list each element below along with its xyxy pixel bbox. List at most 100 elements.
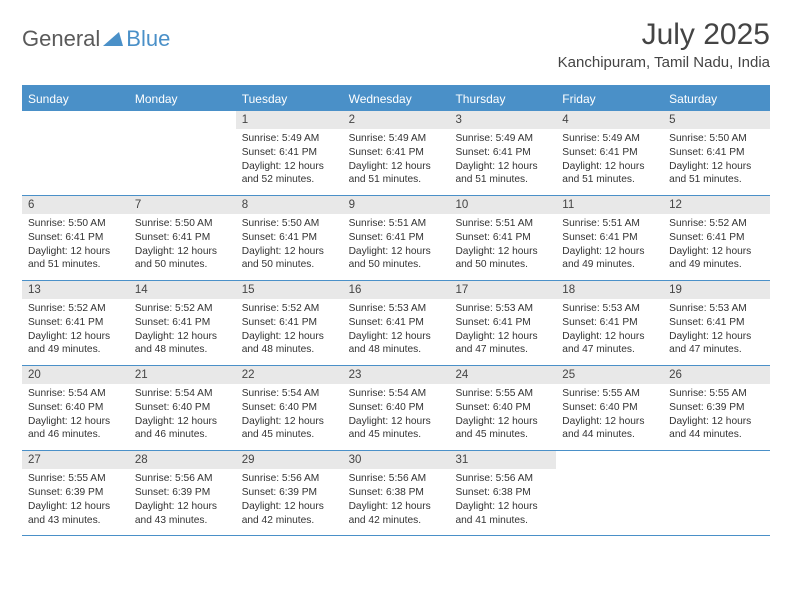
day-details <box>663 469 770 480</box>
day-header: Monday <box>129 87 236 111</box>
day-header: Wednesday <box>343 87 450 111</box>
day-details: Sunrise: 5:51 AMSunset: 6:41 PMDaylight:… <box>556 214 663 280</box>
day-details: Sunrise: 5:50 AMSunset: 6:41 PMDaylight:… <box>129 214 236 280</box>
day-number: 2 <box>343 111 450 129</box>
day-cell <box>556 451 663 535</box>
day-number: 7 <box>129 196 236 214</box>
day-number: 28 <box>129 451 236 469</box>
day-details: Sunrise: 5:55 AMSunset: 6:39 PMDaylight:… <box>22 469 129 535</box>
daylight-line: Daylight: 12 hours and 48 minutes. <box>349 330 444 358</box>
day-cell: 27Sunrise: 5:55 AMSunset: 6:39 PMDayligh… <box>22 451 129 535</box>
day-cell: 31Sunrise: 5:56 AMSunset: 6:38 PMDayligh… <box>449 451 556 535</box>
daylight-line: Daylight: 12 hours and 50 minutes. <box>455 245 550 273</box>
daylight-line: Daylight: 12 hours and 51 minutes. <box>349 160 444 188</box>
day-details: Sunrise: 5:56 AMSunset: 6:39 PMDaylight:… <box>129 469 236 535</box>
day-details: Sunrise: 5:56 AMSunset: 6:38 PMDaylight:… <box>343 469 450 535</box>
sunrise-line: Sunrise: 5:54 AM <box>242 387 337 401</box>
day-number: 23 <box>343 366 450 384</box>
daylight-line: Daylight: 12 hours and 50 minutes. <box>242 245 337 273</box>
day-details: Sunrise: 5:50 AMSunset: 6:41 PMDaylight:… <box>236 214 343 280</box>
day-number: 21 <box>129 366 236 384</box>
day-cell: 30Sunrise: 5:56 AMSunset: 6:38 PMDayligh… <box>343 451 450 535</box>
day-details: Sunrise: 5:53 AMSunset: 6:41 PMDaylight:… <box>343 299 450 365</box>
day-cell <box>129 111 236 195</box>
day-cell: 13Sunrise: 5:52 AMSunset: 6:41 PMDayligh… <box>22 281 129 365</box>
day-details: Sunrise: 5:52 AMSunset: 6:41 PMDaylight:… <box>22 299 129 365</box>
day-cell: 16Sunrise: 5:53 AMSunset: 6:41 PMDayligh… <box>343 281 450 365</box>
sunset-line: Sunset: 6:41 PM <box>455 231 550 245</box>
sunset-line: Sunset: 6:41 PM <box>562 231 657 245</box>
sunset-line: Sunset: 6:41 PM <box>562 146 657 160</box>
day-number: 14 <box>129 281 236 299</box>
day-cell: 19Sunrise: 5:53 AMSunset: 6:41 PMDayligh… <box>663 281 770 365</box>
daylight-line: Daylight: 12 hours and 46 minutes. <box>135 415 230 443</box>
sunrise-line: Sunrise: 5:50 AM <box>242 217 337 231</box>
day-cell: 17Sunrise: 5:53 AMSunset: 6:41 PMDayligh… <box>449 281 556 365</box>
day-cell: 3Sunrise: 5:49 AMSunset: 6:41 PMDaylight… <box>449 111 556 195</box>
sunset-line: Sunset: 6:40 PM <box>455 401 550 415</box>
sunrise-line: Sunrise: 5:49 AM <box>562 132 657 146</box>
sunset-line: Sunset: 6:41 PM <box>349 316 444 330</box>
day-cell: 25Sunrise: 5:55 AMSunset: 6:40 PMDayligh… <box>556 366 663 450</box>
day-number: 19 <box>663 281 770 299</box>
day-number: 12 <box>663 196 770 214</box>
day-details: Sunrise: 5:55 AMSunset: 6:40 PMDaylight:… <box>556 384 663 450</box>
sunrise-line: Sunrise: 5:53 AM <box>455 302 550 316</box>
day-details: Sunrise: 5:52 AMSunset: 6:41 PMDaylight:… <box>663 214 770 280</box>
sunset-line: Sunset: 6:41 PM <box>349 231 444 245</box>
sunset-line: Sunset: 6:40 PM <box>28 401 123 415</box>
day-cell: 9Sunrise: 5:51 AMSunset: 6:41 PMDaylight… <box>343 196 450 280</box>
day-cell: 22 Sunrise: 5:54 AMSunset: 6:40 PMDayligh… <box>236 366 343 450</box>
day-number: 25 <box>556 366 663 384</box>
day-cell: 29Sunrise: 5:56 AMSunset: 6:39 PMDayligh… <box>236 451 343 535</box>
location-text: Kanchipuram, Tamil Nadu, India <box>558 54 770 71</box>
page-header: General Blue July 2025 Kanchipuram, Tami… <box>22 18 770 71</box>
day-details: Sunrise: 5:54 AMSunset: 6:40 PMDaylight:… <box>343 384 450 450</box>
sunrise-line: Sunrise: 5:56 AM <box>349 472 444 486</box>
day-cell: 10Sunrise: 5:51 AMSunset: 6:41 PMDayligh… <box>449 196 556 280</box>
day-details: Sunrise: 5:56 AMSunset: 6:38 PMDaylight:… <box>449 469 556 535</box>
logo: General Blue <box>22 26 170 52</box>
weeks-container: 1Sunrise: 5:49 AMSunset: 6:41 PMDaylight… <box>22 111 770 536</box>
day-cell <box>22 111 129 195</box>
day-cell: 15Sunrise: 5:52 AMSunset: 6:41 PMDayligh… <box>236 281 343 365</box>
day-details: Sunrise: 5:53 AMSunset: 6:41 PMDaylight:… <box>663 299 770 365</box>
day-cell: 23Sunrise: 5:54 AMSunset: 6:40 PMDayligh… <box>343 366 450 450</box>
daylight-line: Daylight: 12 hours and 45 minutes. <box>242 415 337 443</box>
day-cell: 2Sunrise: 5:49 AMSunset: 6:41 PMDaylight… <box>343 111 450 195</box>
day-cell: 5Sunrise: 5:50 AMSunset: 6:41 PMDaylight… <box>663 111 770 195</box>
sunset-line: Sunset: 6:41 PM <box>669 146 764 160</box>
sunset-line: Sunset: 6:41 PM <box>242 231 337 245</box>
sunset-line: Sunset: 6:41 PM <box>349 146 444 160</box>
day-details: Sunrise: 5:50 AMSunset: 6:41 PMDaylight:… <box>663 129 770 195</box>
sunrise-line: Sunrise: 5:52 AM <box>28 302 123 316</box>
day-number: 3 <box>449 111 556 129</box>
day-number: 20 <box>22 366 129 384</box>
day-details: Sunrise: 5:49 AMSunset: 6:41 PMDaylight:… <box>343 129 450 195</box>
daylight-line: Daylight: 12 hours and 49 minutes. <box>28 330 123 358</box>
daylight-line: Daylight: 12 hours and 44 minutes. <box>669 415 764 443</box>
sunrise-line: Sunrise: 5:50 AM <box>669 132 764 146</box>
day-details: Sunrise: 5:56 AMSunset: 6:39 PMDaylight:… <box>236 469 343 535</box>
title-block: July 2025 Kanchipuram, Tamil Nadu, India <box>558 18 770 71</box>
sunrise-line: Sunrise: 5:55 AM <box>562 387 657 401</box>
sunset-line: Sunset: 6:41 PM <box>135 231 230 245</box>
day-cell: 20Sunrise: 5:54 AMSunset: 6:40 PMDayligh… <box>22 366 129 450</box>
sunset-line: Sunset: 6:40 PM <box>242 401 337 415</box>
daylight-line: Daylight: 12 hours and 50 minutes. <box>135 245 230 273</box>
day-number: 22 <box>236 366 343 384</box>
day-number: 4 <box>556 111 663 129</box>
day-cell: 1Sunrise: 5:49 AMSunset: 6:41 PMDaylight… <box>236 111 343 195</box>
day-number: 27 <box>22 451 129 469</box>
day-header: Tuesday <box>236 87 343 111</box>
day-cell: 4Sunrise: 5:49 AMSunset: 6:41 PMDaylight… <box>556 111 663 195</box>
sunrise-line: Sunrise: 5:54 AM <box>349 387 444 401</box>
day-number: 29 <box>236 451 343 469</box>
week-row: 6Sunrise: 5:50 AMSunset: 6:41 PMDaylight… <box>22 196 770 281</box>
day-details: Sunrise: 5:53 AMSunset: 6:41 PMDaylight:… <box>449 299 556 365</box>
sunrise-line: Sunrise: 5:54 AM <box>135 387 230 401</box>
sunrise-line: Sunrise: 5:56 AM <box>242 472 337 486</box>
day-cell <box>663 451 770 535</box>
day-number: 1 <box>236 111 343 129</box>
sunset-line: Sunset: 6:41 PM <box>562 316 657 330</box>
